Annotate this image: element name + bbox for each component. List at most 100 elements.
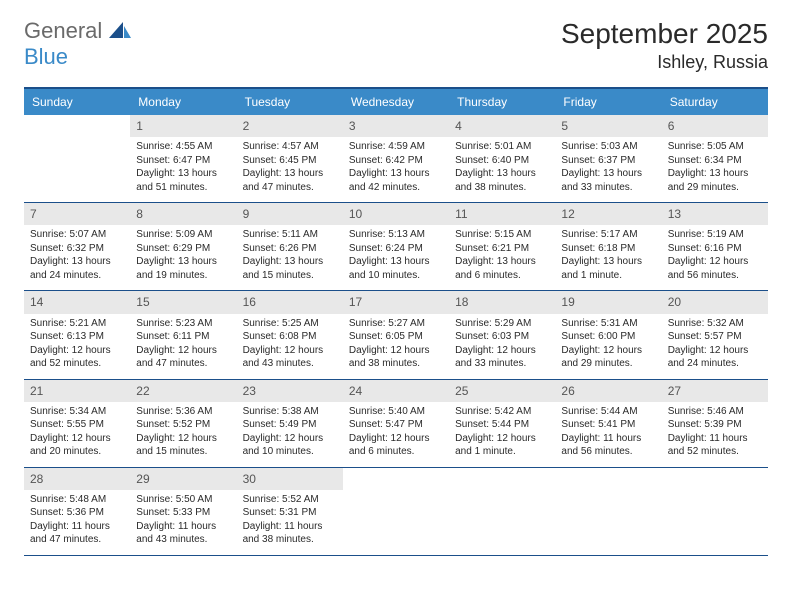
- weeks-container: 1Sunrise: 4:55 AMSunset: 6:47 PMDaylight…: [24, 115, 768, 556]
- logo-word1: General: [24, 18, 102, 43]
- sunset-text: Sunset: 6:16 PM: [668, 242, 762, 256]
- day-cell: 14Sunrise: 5:21 AMSunset: 6:13 PMDayligh…: [24, 291, 130, 378]
- sunset-text: Sunset: 5:36 PM: [30, 506, 124, 520]
- day-number: 12: [555, 203, 661, 225]
- day-cell: 13 Sunrise: 5:19 AMSunset: 6:16 PMDayligh…: [662, 203, 768, 290]
- weekday-header: Friday: [555, 89, 661, 115]
- daylight-text: Daylight: 12 hours and 10 minutes.: [243, 432, 337, 459]
- sunrise-text: Sunrise: 5:52 AM: [243, 493, 337, 507]
- daylight-text: Daylight: 13 hours and 47 minutes.: [243, 167, 337, 194]
- day-cell: 9Sunrise: 5:11 AMSunset: 6:26 PMDaylight…: [237, 203, 343, 290]
- daylight-text: Daylight: 12 hours and 29 minutes.: [561, 344, 655, 371]
- sunset-text: Sunset: 6:11 PM: [136, 330, 230, 344]
- day-cell: 26Sunrise: 5:44 AMSunset: 5:41 PMDayligh…: [555, 380, 661, 467]
- day-cell: 6Sunrise: 5:05 AMSunset: 6:34 PMDaylight…: [662, 115, 768, 202]
- week-row: 28 Sunrise: 5:48 AMSunset: 5:36 PM Dayligh…: [24, 468, 768, 556]
- day-number: 24: [343, 380, 449, 402]
- sunset-text: Sunset: 6:47 PM: [136, 154, 230, 168]
- day-number: 21: [24, 380, 130, 402]
- day-cell: 28Sunrise: 5:48 AMSunset: 5:36 PMDayligh…: [24, 468, 130, 555]
- sunrise-text: Sunrise: 4:57 AM: [243, 140, 337, 154]
- day-cell: 12Sunrise: 5:17 AMSunset: 6:18 PMDayligh…: [555, 203, 661, 290]
- daylight-text: Daylight: 12 hours and 47 minutes.: [136, 344, 230, 371]
- daylight-text: Daylight: 13 hours and 38 minutes.: [455, 167, 549, 194]
- day-cell: 27Sunrise: 5:46 AMSunset: 5:39 PMDayligh…: [662, 380, 768, 467]
- day-cell: 23 Sunrise: 5:38 AMSunset: 5:49 PMDayligh…: [237, 380, 343, 467]
- daylight-text: Daylight: 11 hours and 38 minutes.: [243, 520, 337, 547]
- day-cell: 22Sunrise: 5:36 AMSunset: 5:52 PMDayligh…: [130, 380, 236, 467]
- sunrise-text: Sunrise: 5:31 AM: [561, 317, 655, 331]
- day-number: 17: [343, 291, 449, 313]
- sunrise-text: Sunrise: 5:05 AM: [668, 140, 762, 154]
- sunset-text: Sunset: 5:39 PM: [668, 418, 762, 432]
- day-cell: 10Sunrise: 5:13 AMSunset: 6:24 PMDayligh…: [343, 203, 449, 290]
- sunrise-text: Sunrise: 5:48 AM: [30, 493, 124, 507]
- day-cell: 16Sunrise: 5:25 AMSunset: 6:08 PMDayligh…: [237, 291, 343, 378]
- sunset-text: Sunset: 6:13 PM: [30, 330, 124, 344]
- daylight-text: Daylight: 12 hours and 52 minutes.: [30, 344, 124, 371]
- daylight-text: Daylight: 12 hours and 1 minute.: [455, 432, 549, 459]
- sunset-text: Sunset: 6:34 PM: [668, 154, 762, 168]
- day-number: 22: [130, 380, 236, 402]
- calendar: Sunday Monday Tuesday Wednesday Thursday…: [24, 87, 768, 556]
- day-cell: [343, 468, 449, 555]
- logo-text: General Blue: [24, 18, 131, 70]
- sunset-text: Sunset: 6:42 PM: [349, 154, 443, 168]
- day-cell: [555, 468, 661, 555]
- sunrise-text: Sunrise: 5:19 AM: [668, 228, 762, 242]
- sunset-text: Sunset: 6:24 PM: [349, 242, 443, 256]
- weekday-header: Monday: [130, 89, 236, 115]
- day-cell: 20Sunrise: 5:32 AMSunset: 5:57 PMDayligh…: [662, 291, 768, 378]
- weekday-header: Tuesday: [237, 89, 343, 115]
- day-number: 13: [662, 203, 768, 225]
- day-number: 1: [130, 115, 236, 137]
- daylight-text: Daylight: 13 hours and 42 minutes.: [349, 167, 443, 194]
- sunset-text: Sunset: 6:29 PM: [136, 242, 230, 256]
- sunset-text: Sunset: 6:37 PM: [561, 154, 655, 168]
- brand-logo: General Blue: [24, 18, 131, 70]
- sunset-text: Sunset: 6:05 PM: [349, 330, 443, 344]
- sunrise-text: Sunrise: 5:46 AM: [668, 405, 762, 419]
- day-cell: 18Sunrise: 5:29 AMSunset: 6:03 PMDayligh…: [449, 291, 555, 378]
- daylight-text: Daylight: 13 hours and 1 minute.: [561, 255, 655, 282]
- day-number: 28: [24, 468, 130, 490]
- day-cell: 8Sunrise: 5:09 AMSunset: 6:29 PMDaylight…: [130, 203, 236, 290]
- day-number: 18: [449, 291, 555, 313]
- day-number: 5: [555, 115, 661, 137]
- day-number: 23: [237, 380, 343, 402]
- sunrise-text: Sunrise: 5:15 AM: [455, 228, 549, 242]
- sunrise-text: Sunrise: 5:03 AM: [561, 140, 655, 154]
- day-number: 19: [555, 291, 661, 313]
- day-cell: 11Sunrise: 5:15 AMSunset: 6:21 PMDayligh…: [449, 203, 555, 290]
- weekday-header: Sunday: [24, 89, 130, 115]
- sunrise-text: Sunrise: 5:38 AM: [243, 405, 337, 419]
- day-number: 15: [130, 291, 236, 313]
- sunrise-text: Sunrise: 5:11 AM: [243, 228, 337, 242]
- day-number: 30: [237, 468, 343, 490]
- day-cell: 19Sunrise: 5:31 AMSunset: 6:00 PMDayligh…: [555, 291, 661, 378]
- sunset-text: Sunset: 5:49 PM: [243, 418, 337, 432]
- day-number: 20: [662, 291, 768, 313]
- daylight-text: Daylight: 12 hours and 6 minutes.: [349, 432, 443, 459]
- weekday-header-row: Sunday Monday Tuesday Wednesday Thursday…: [24, 89, 768, 115]
- sunrise-text: Sunrise: 5:36 AM: [136, 405, 230, 419]
- day-cell: [24, 115, 130, 202]
- day-number: 4: [449, 115, 555, 137]
- sunrise-text: Sunrise: 5:29 AM: [455, 317, 549, 331]
- day-number: 29: [130, 468, 236, 490]
- day-cell: 24 Sunrise: 5:40 AMSunset: 5:47 PMDayligh…: [343, 380, 449, 467]
- day-cell: 25Sunrise: 5:42 AMSunset: 5:44 PMDayligh…: [449, 380, 555, 467]
- sunset-text: Sunset: 5:41 PM: [561, 418, 655, 432]
- daylight-text: Daylight: 13 hours and 19 minutes.: [136, 255, 230, 282]
- day-cell: 1Sunrise: 4:55 AMSunset: 6:47 PMDaylight…: [130, 115, 236, 202]
- daylight-text: Daylight: 12 hours and 56 minutes.: [668, 255, 762, 282]
- sunrise-text: Sunrise: 5:09 AM: [136, 228, 230, 242]
- sunset-text: Sunset: 5:57 PM: [668, 330, 762, 344]
- sunrise-text: Sunrise: 5:34 AM: [30, 405, 124, 419]
- daylight-text: Daylight: 13 hours and 15 minutes.: [243, 255, 337, 282]
- daylight-text: Daylight: 13 hours and 24 minutes.: [30, 255, 124, 282]
- day-number: 14: [24, 291, 130, 313]
- sunrise-text: Sunrise: 5:40 AM: [349, 405, 443, 419]
- day-number: 11: [449, 203, 555, 225]
- sunset-text: Sunset: 5:47 PM: [349, 418, 443, 432]
